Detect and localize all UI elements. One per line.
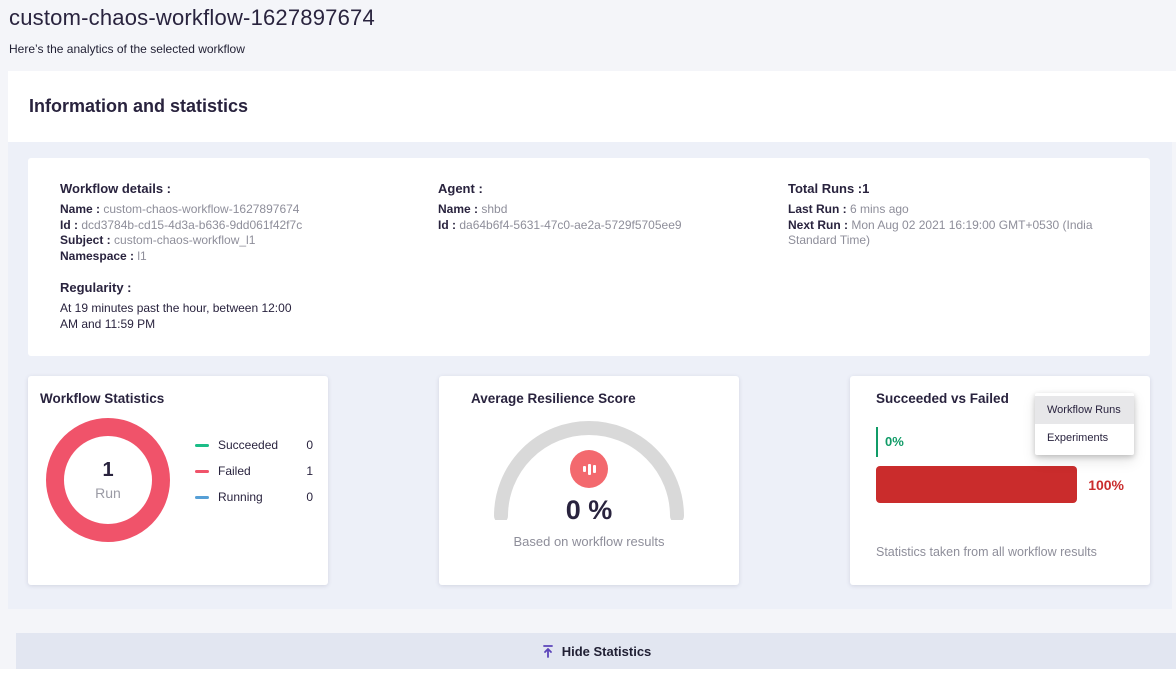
next-run-value: Mon Aug 02 2021 16:19:00 GMT+0530 (India…: [788, 217, 1093, 248]
workflow-name-label: Name :: [60, 202, 101, 216]
menu-item-workflow-runs[interactable]: Workflow Runs: [1035, 396, 1134, 424]
succeeded-value: 0: [306, 438, 313, 452]
workflow-id-row: Id : dcd3784b-cd15-4d3a-b636-9dd061f42f7…: [60, 218, 438, 234]
succeeded-dash-icon: [195, 443, 209, 447]
workflow-details-column: Workflow details : Name : custom-chaos-w…: [60, 181, 438, 332]
last-run-row: Last Run : 6 mins ago: [788, 202, 1118, 218]
succeeded-vs-failed-footer: Statistics taken from all workflow resul…: [876, 545, 1097, 559]
succeeded-bar-row: 0%: [876, 427, 1124, 461]
total-runs-value: 1: [862, 181, 870, 196]
workflow-subject-value: custom-chaos-workflow_l1: [114, 233, 256, 247]
succeeded-label: Succeeded: [218, 438, 279, 452]
running-value: 0: [306, 490, 313, 504]
bar-chart-icon: [570, 450, 608, 488]
regularity-text: At 19 minutes past the hour, between 12:…: [60, 301, 292, 331]
workflow-subject-row: Subject : custom-chaos-workflow_l1: [60, 233, 438, 249]
bottom-strip: [0, 669, 1176, 681]
runs-donut-value: 1: [102, 459, 114, 481]
agent-id-row: Id : da64b6f4-5631-47c0-ae2a-5729f5705ee…: [438, 218, 788, 234]
last-run-value: 6 mins ago: [850, 202, 909, 216]
runs-column: Total Runs :1 Last Run : 6 mins ago Next…: [788, 181, 1118, 332]
succeeded-percent-label: 0%: [885, 434, 904, 449]
succeeded-vs-failed-chart: 0% 100%: [876, 427, 1124, 503]
workflow-namespace-row: Namespace : l1: [60, 249, 438, 265]
agent-name-value: shbd: [481, 202, 508, 216]
failed-label: Failed: [218, 464, 251, 478]
workflow-name-value: custom-chaos-workflow-1627897674: [103, 202, 300, 216]
stat-cards-row: Workflow Statistics 1 Run Succeeded 0: [28, 376, 1150, 585]
workflow-name-row: Name : custom-chaos-workflow-1627897674: [60, 202, 438, 218]
failed-value: 1: [306, 464, 313, 478]
total-runs-heading: Total Runs :1: [788, 181, 1118, 196]
regularity-block: Regularity : At 19 minutes past the hour…: [60, 280, 438, 332]
legend-row-running: Running 0: [195, 490, 313, 504]
runs-donut-wrap: 1 Run Succeeded 0 Failed 1: [40, 418, 316, 542]
workflow-namespace-value: l1: [137, 248, 147, 263]
running-label: Running: [218, 490, 263, 504]
section-heading: Information and statistics: [29, 96, 249, 116]
menu-item-experiments[interactable]: Experiments: [1047, 432, 1109, 444]
next-run-label: Next Run :: [788, 217, 848, 232]
failed-bar-row: 100%: [876, 466, 1124, 503]
legend-row-failed: Failed 1: [195, 464, 313, 478]
succeeded-vs-failed-title: Succeeded vs Failed: [876, 391, 1009, 406]
gauge-arc: [494, 421, 684, 520]
workflow-details-card: Workflow details : Name : custom-chaos-w…: [28, 158, 1150, 356]
succeeded-vs-failed-card: Succeeded vs Failed Workflow Runs Experi…: [850, 376, 1150, 585]
workflow-id-value: dcd3784b-cd15-4d3a-b636-9dd061f42f7c: [81, 217, 303, 232]
runs-donut-chart: 1 Run: [46, 418, 170, 542]
page-header: custom-chaos-workflow-1627897674 Here’s …: [0, 0, 1176, 56]
total-runs-label: Total Runs :: [788, 181, 863, 196]
section-header: Information and statistics: [8, 71, 1176, 142]
results-filter-menu[interactable]: Workflow Runs Experiments: [1035, 393, 1134, 455]
agent-id-value: da64b6f4-5631-47c0-ae2a-5729f5705ee9: [459, 217, 682, 232]
last-run-label: Last Run :: [788, 202, 847, 216]
failed-percent-label: 100%: [1088, 476, 1124, 493]
failed-bar: [876, 466, 1078, 503]
section-body: Workflow details : Name : custom-chaos-w…: [8, 142, 1172, 609]
hide-statistics-button[interactable]: Hide Statistics: [16, 633, 1176, 669]
resilience-gauge: [489, 420, 689, 520]
workflow-details-heading: Workflow details :: [60, 181, 171, 196]
runs-legend: Succeeded 0 Failed 1 Running 0: [195, 438, 313, 542]
agent-name-label: Name :: [438, 202, 479, 216]
agent-id-label: Id :: [438, 217, 456, 232]
page-subtitle: Here’s the analytics of the selected wor…: [9, 42, 245, 56]
resilience-score-card: Average Resilience Score 0 % Based on wo…: [439, 376, 739, 585]
information-statistics-section: Information and statistics Workflow deta…: [8, 71, 1176, 669]
workflow-id-label: Id :: [60, 217, 78, 232]
hide-statistics-label: Hide Statistics: [561, 643, 652, 659]
regularity-heading: Regularity :: [60, 280, 132, 295]
collapse-up-icon: [542, 644, 553, 658]
workflow-subject-label: Subject :: [60, 233, 111, 247]
resilience-score-value: 0 %: [565, 495, 613, 525]
legend-row-succeeded: Succeeded 0: [195, 438, 313, 452]
next-run-row: Next Run : Mon Aug 02 2021 16:19:00 GMT+…: [788, 218, 1118, 249]
runs-donut-label: Run: [95, 485, 121, 501]
failed-dash-icon: [195, 469, 209, 473]
workflow-statistics-card: Workflow Statistics 1 Run Succeeded 0: [28, 376, 328, 585]
page-title: custom-chaos-workflow-1627897674: [9, 5, 375, 30]
resilience-score-caption: Based on workflow results: [513, 534, 665, 549]
agent-heading: Agent :: [438, 181, 483, 196]
running-dash-icon: [195, 495, 209, 499]
agent-name-row: Name : shbd: [438, 202, 788, 218]
agent-column: Agent : Name : shbd Id : da64b6f4-5631-4…: [438, 181, 788, 332]
succeeded-bar: [876, 427, 878, 457]
resilience-score-title: Average Resilience Score: [471, 391, 636, 406]
workflow-statistics-title: Workflow Statistics: [40, 391, 165, 406]
workflow-namespace-label: Namespace :: [60, 248, 135, 263]
